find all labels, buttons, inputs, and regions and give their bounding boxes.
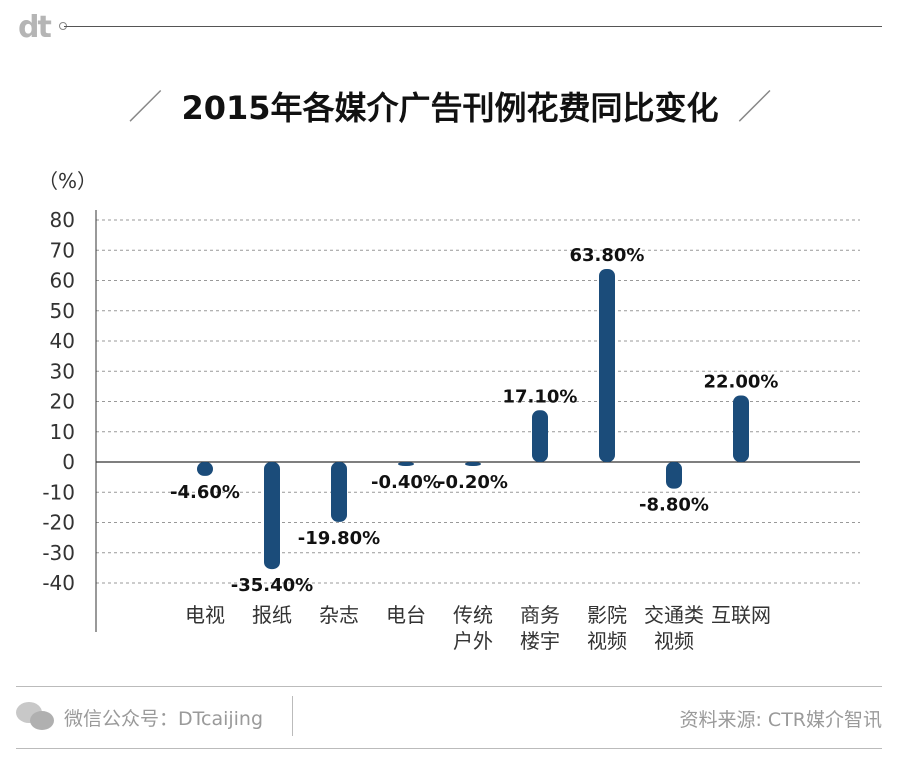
data-source: 资料来源: CTR媒介智讯 (679, 709, 882, 731)
footer-rule-bottom (16, 748, 882, 749)
y-tick-label: 70 (50, 238, 75, 262)
bar (599, 269, 615, 462)
data-label: 63.80% (570, 245, 645, 266)
x-tick-label: 视频 (654, 629, 694, 653)
y-tick-label: 10 (50, 420, 75, 444)
bar (666, 462, 682, 489)
y-tick-label: 20 (50, 390, 75, 414)
x-tick-label: 传统 (453, 603, 493, 627)
y-tick-label: 40 (50, 329, 75, 353)
data-label: -4.60% (170, 482, 240, 503)
x-tick-label: 电视 (185, 603, 225, 627)
bar (733, 395, 749, 462)
y-tick-label: 80 (50, 208, 75, 232)
x-tick-label: 电台 (386, 603, 426, 627)
y-tick-label: -10 (42, 480, 75, 504)
x-tick-label: 视频 (587, 629, 627, 653)
wechat-icon (16, 702, 56, 732)
data-label: 17.10% (503, 386, 578, 407)
x-tick-label: 户外 (453, 629, 493, 653)
bar (331, 462, 347, 522)
x-tick-label: 报纸 (252, 603, 292, 627)
bar-chart: （%） 80 70 60 50 40 30 20 10 0 -10 -20 -30 -40 -4.60% 电视… (38, 169, 860, 653)
data-label: -19.80% (298, 528, 380, 549)
bar (398, 462, 414, 466)
x-tick-label: 商务 (520, 603, 560, 627)
y-tick-label: 0 (62, 450, 75, 474)
y-tick-label: -20 (42, 511, 75, 535)
x-tick-label: 影院 (587, 603, 627, 627)
header-rule (64, 26, 882, 27)
wechat-account: 微信公众号：DTcaijing (16, 702, 263, 732)
y-tick-label: -30 (42, 541, 75, 565)
bar (197, 462, 213, 476)
x-tick-label: 楼宇 (520, 629, 560, 653)
data-label: -8.80% (639, 495, 709, 516)
title-block: ／ 2015年各媒介广告刊例花费同比变化 ／ (0, 80, 900, 129)
bar (465, 462, 481, 466)
chart-title: 2015年各媒介广告刊例花费同比变化 (181, 89, 719, 127)
x-tick-label: 互联网 (711, 603, 771, 627)
footer-rule-top (16, 686, 882, 687)
data-label: -0.40% (371, 472, 441, 493)
title-slash-left: ／ (128, 88, 163, 128)
bar (532, 410, 548, 462)
y-axis-label: （%） (38, 169, 97, 193)
bar (264, 462, 280, 570)
wechat-account-text: 微信公众号：DTcaijing (64, 707, 264, 730)
y-tick-label: 50 (50, 299, 75, 323)
dt-logo: dt (18, 10, 52, 45)
data-label: -35.40% (231, 575, 313, 596)
title-slash-right: ／ (737, 88, 772, 128)
x-tick-label: 杂志 (319, 603, 359, 627)
x-tick-label: 交通类 (644, 603, 704, 627)
data-label: 22.00% (704, 371, 779, 392)
data-label: -0.20% (438, 472, 508, 493)
y-tick-label: -40 (42, 571, 75, 595)
footer-separator (292, 696, 293, 736)
y-tick-label: 60 (50, 269, 75, 293)
y-tick-label: 30 (50, 359, 75, 383)
